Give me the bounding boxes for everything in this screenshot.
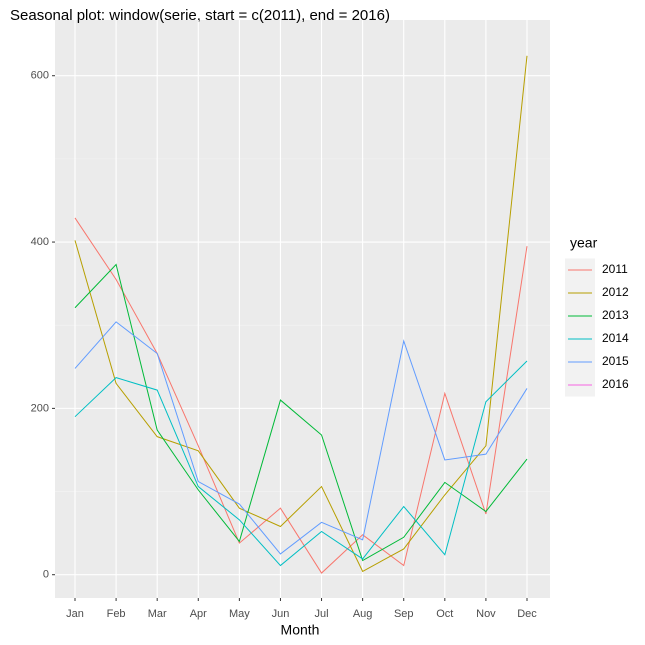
x-tick-label: Feb xyxy=(107,608,126,620)
x-tick-label: Jan xyxy=(66,608,84,620)
legend-label: 2011 xyxy=(602,262,628,276)
x-tick-label: Apr xyxy=(190,608,207,620)
y-tick-label: 600 xyxy=(31,70,49,82)
y-tick-label: 400 xyxy=(31,236,49,248)
x-tick-label: May xyxy=(229,608,250,620)
x-tick-label: Jun xyxy=(272,608,290,620)
x-tick-label: Jul xyxy=(315,608,329,620)
x-tick-label: Mar xyxy=(148,608,167,620)
legend-label: 2014 xyxy=(602,331,629,345)
y-tick-label: 200 xyxy=(31,402,49,414)
series-line xyxy=(74,263,528,562)
chart-title: Seasonal plot: window(serie, start = c(2… xyxy=(10,7,390,24)
x-tick-label: Aug xyxy=(353,608,373,620)
y-tick-label: 0 xyxy=(43,569,49,581)
legend-label: 2012 xyxy=(602,285,629,299)
legend-label: 2015 xyxy=(602,354,629,368)
series-line xyxy=(74,360,528,567)
legend-label: 2016 xyxy=(602,377,629,391)
panel xyxy=(55,20,550,598)
x-tick-label: Oct xyxy=(436,608,453,620)
x-tick-label: Dec xyxy=(517,608,537,620)
x-tick-label: Nov xyxy=(476,608,496,620)
x-axis-title: Month xyxy=(281,622,320,638)
legend-label: 2013 xyxy=(602,308,629,322)
legend-title: year xyxy=(570,235,598,251)
series-line xyxy=(74,217,528,574)
x-tick-label: Sep xyxy=(394,608,414,620)
series-line xyxy=(74,321,528,555)
